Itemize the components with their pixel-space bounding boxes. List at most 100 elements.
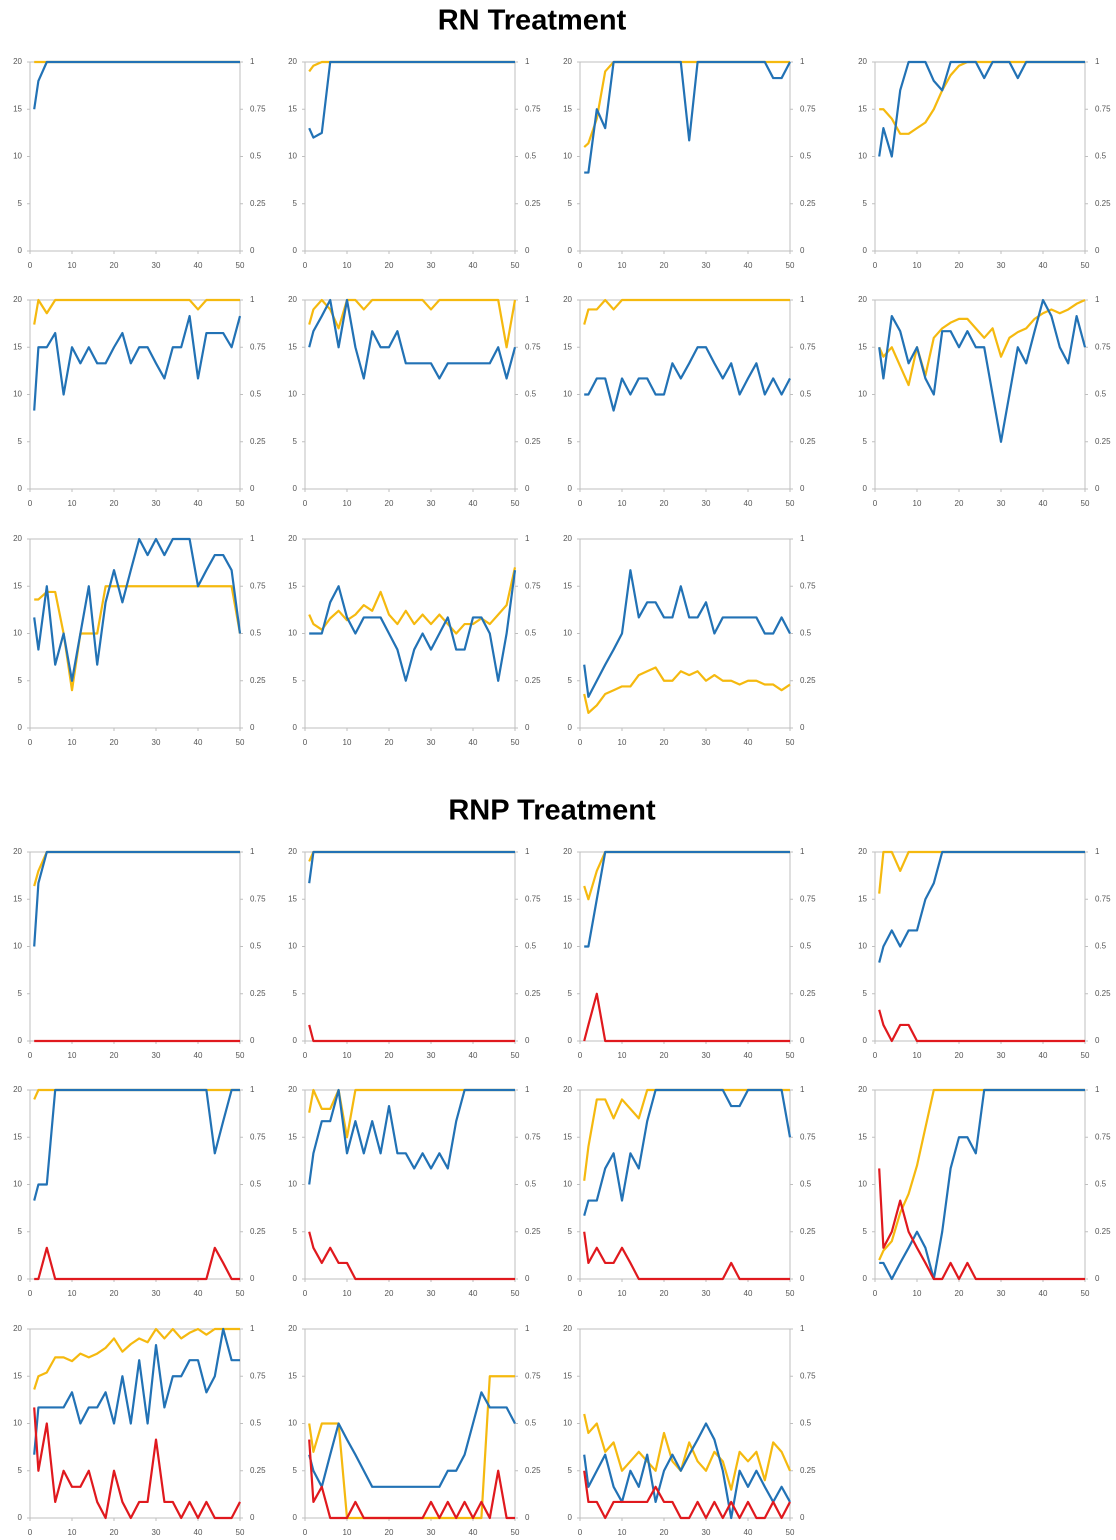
y2-tick-label: 0.25 (1095, 989, 1111, 998)
x-tick-label: 10 (343, 1289, 352, 1298)
series-line (33, 850, 240, 887)
x-tick-label: 50 (236, 1528, 245, 1537)
x-tick-label: 30 (702, 1051, 711, 1060)
y-tick-label: 20 (288, 1324, 297, 1333)
x-tick-label: 50 (786, 1528, 795, 1537)
series-line (34, 1246, 240, 1281)
x-tick-label: 20 (385, 499, 394, 508)
y-tick-label: 10 (13, 629, 22, 638)
plot-frame (874, 299, 1086, 490)
x-tick-label: 40 (1039, 261, 1048, 270)
y2-tick-label: 0.5 (800, 390, 812, 399)
x-tick-label: 40 (1039, 1289, 1048, 1298)
y2-tick-label: 1 (1095, 1085, 1100, 1094)
series-line (878, 850, 1085, 894)
y-tick-label: 10 (563, 942, 572, 951)
y2-tick-label: 0.75 (800, 894, 816, 903)
x-tick-label: 20 (110, 499, 119, 508)
y-tick-label: 15 (288, 1132, 297, 1141)
plot-frame (579, 538, 791, 729)
series-line (308, 1439, 515, 1520)
y2-tick-label: 0.25 (250, 199, 266, 208)
x-tick-label: 10 (618, 738, 627, 747)
y-tick-label: 15 (563, 1132, 572, 1141)
y2-tick-label: 1 (250, 847, 255, 856)
series-line (33, 1088, 240, 1100)
y2-tick-label: 0 (1095, 1036, 1100, 1045)
y-tick-label: 20 (288, 1085, 297, 1094)
y2-tick-label: 0.25 (800, 437, 816, 446)
y-tick-label: 20 (563, 295, 572, 304)
x-tick-label: 50 (236, 1289, 245, 1298)
y-tick-label: 20 (13, 847, 22, 856)
y2-tick-label: 1 (250, 57, 255, 66)
x-tick-label: 40 (194, 261, 203, 270)
y-tick-label: 5 (568, 989, 573, 998)
y2-tick-label: 0.25 (800, 676, 816, 685)
y2-tick-label: 1 (525, 1085, 530, 1094)
y-tick-label: 0 (18, 246, 23, 255)
plot-frame (304, 538, 516, 729)
y-tick-label: 5 (863, 1227, 868, 1236)
y-tick-label: 0 (863, 1274, 868, 1283)
y2-tick-label: 0.5 (525, 390, 537, 399)
y2-tick-label: 1 (800, 847, 805, 856)
x-tick-label: 50 (786, 1289, 795, 1298)
y-tick-label: 5 (293, 989, 298, 998)
x-tick-label: 20 (660, 1289, 669, 1298)
y-tick-label: 15 (13, 1132, 22, 1141)
x-tick-label: 0 (578, 738, 583, 747)
series-line (33, 60, 240, 110)
x-tick-label: 10 (618, 1289, 627, 1298)
y2-tick-label: 0.75 (800, 1371, 816, 1380)
y-tick-label: 5 (18, 676, 23, 685)
series-line (308, 1391, 516, 1488)
y-tick-label: 15 (13, 104, 22, 113)
y2-tick-label: 0 (525, 723, 530, 732)
y-tick-label: 5 (293, 199, 298, 208)
x-tick-label: 10 (68, 1051, 77, 1060)
x-tick-label: 0 (873, 1289, 878, 1298)
y2-tick-label: 0.5 (1095, 390, 1107, 399)
y2-tick-label: 0.75 (250, 104, 266, 113)
y-tick-label: 10 (13, 942, 22, 951)
series-line (308, 567, 517, 635)
x-tick-label: 50 (1081, 1051, 1090, 1060)
y-tick-label: 0 (863, 1036, 868, 1045)
y2-tick-label: 0.5 (250, 1419, 262, 1428)
series-line (33, 298, 240, 325)
series-line (878, 298, 1086, 387)
x-tick-label: 40 (744, 738, 753, 747)
plot-frame (874, 851, 1086, 1042)
y2-tick-label: 0.25 (800, 199, 816, 208)
y-tick-label: 10 (288, 942, 297, 951)
y-tick-label: 5 (293, 676, 298, 685)
series-line (878, 1009, 1085, 1043)
y2-tick-label: 0.25 (525, 989, 541, 998)
plot-frame (579, 61, 791, 252)
y2-tick-label: 0.75 (800, 342, 816, 351)
y2-tick-label: 0.25 (800, 1227, 816, 1236)
series-line (308, 298, 517, 349)
y-tick-label: 0 (568, 1274, 573, 1283)
x-tick-label: 0 (303, 1528, 308, 1537)
plot-frame (579, 1328, 791, 1519)
y-tick-label: 0 (568, 723, 573, 732)
x-tick-label: 30 (152, 499, 161, 508)
y2-tick-label: 1 (1095, 295, 1100, 304)
section-title: RN Treatment (438, 5, 627, 37)
y2-tick-label: 0.5 (525, 1419, 537, 1428)
y2-tick-label: 0.25 (1095, 199, 1111, 208)
y-tick-label: 0 (568, 1036, 573, 1045)
y-tick-label: 0 (863, 484, 868, 493)
x-tick-label: 50 (786, 1051, 795, 1060)
y-tick-label: 10 (563, 629, 572, 638)
x-tick-label: 30 (152, 738, 161, 747)
y-tick-label: 20 (13, 295, 22, 304)
x-tick-label: 10 (343, 1051, 352, 1060)
y2-tick-label: 0.5 (800, 942, 812, 951)
x-tick-label: 20 (660, 1528, 669, 1537)
y-tick-label: 0 (568, 1513, 573, 1522)
x-tick-label: 20 (110, 1051, 119, 1060)
y2-tick-label: 0.5 (1095, 1180, 1107, 1189)
